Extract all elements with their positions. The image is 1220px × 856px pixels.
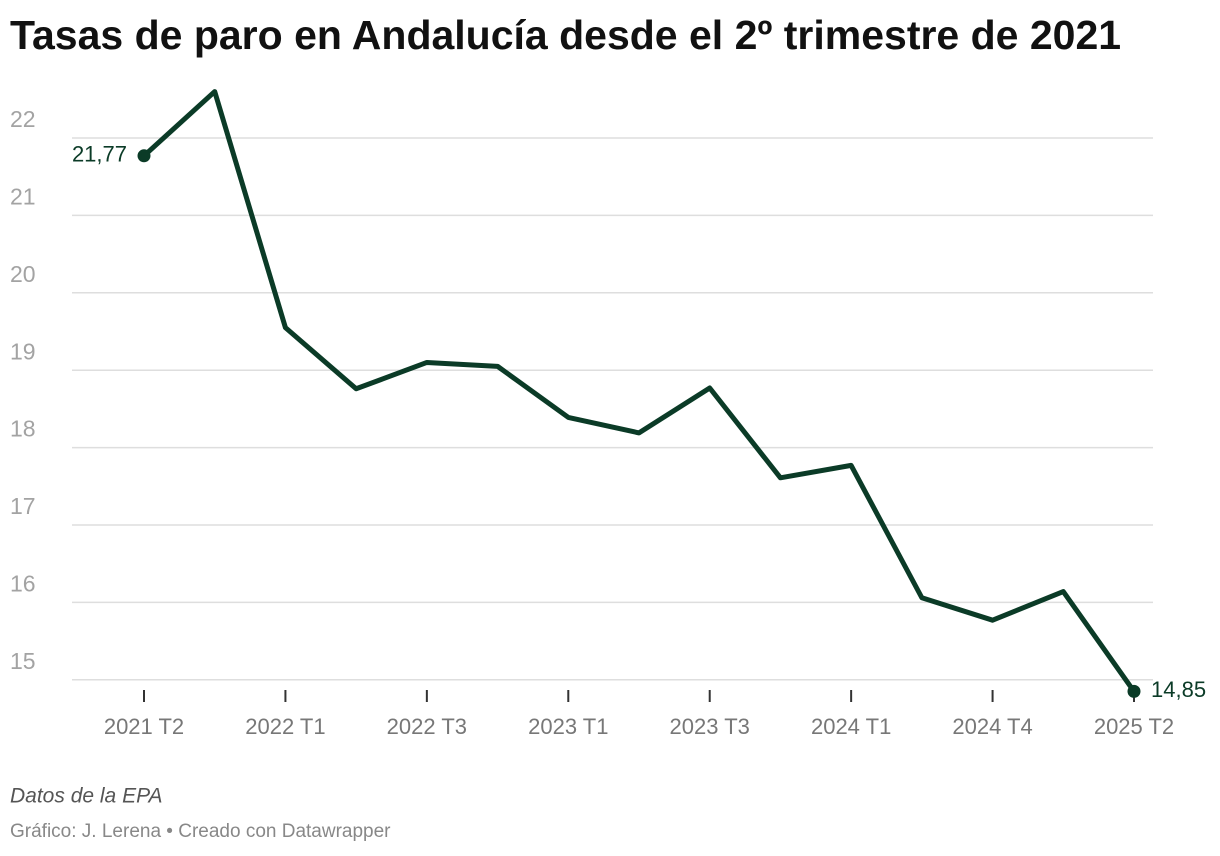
x-tick-label: 2024 T4	[952, 714, 1032, 739]
credit: Gráfico: J. Lerena • Creado con Datawrap…	[10, 821, 391, 842]
x-tick-label: 2022 T3	[387, 714, 467, 739]
value-label: 21,77	[72, 142, 127, 167]
x-tick-label: 2021 T2	[104, 714, 184, 739]
y-tick-label: 19	[10, 338, 36, 364]
x-tick-label: 2022 T1	[245, 714, 325, 739]
y-tick-label: 18	[10, 416, 36, 442]
end-point	[137, 149, 151, 163]
x-tick-label: 2023 T3	[670, 714, 750, 739]
value-label: 14,85	[1151, 677, 1206, 702]
y-tick-label: 21	[10, 183, 36, 209]
y-tick-label: 17	[10, 493, 36, 519]
x-tick-label: 2023 T1	[528, 714, 608, 739]
source: Datos de la EPA	[10, 785, 163, 808]
end-point	[1127, 684, 1141, 698]
y-tick-label: 15	[10, 648, 36, 674]
y-tick-label: 16	[10, 570, 36, 596]
x-tick-label: 2025 T2	[1094, 714, 1174, 739]
y-tick-label: 22	[10, 106, 36, 132]
y-tick-label: 20	[10, 261, 36, 287]
x-tick-label: 2024 T1	[811, 714, 891, 739]
line	[141, 89, 1137, 694]
chart-title: Tasas de paro en Andalucía desde el 2º t…	[10, 12, 1121, 58]
